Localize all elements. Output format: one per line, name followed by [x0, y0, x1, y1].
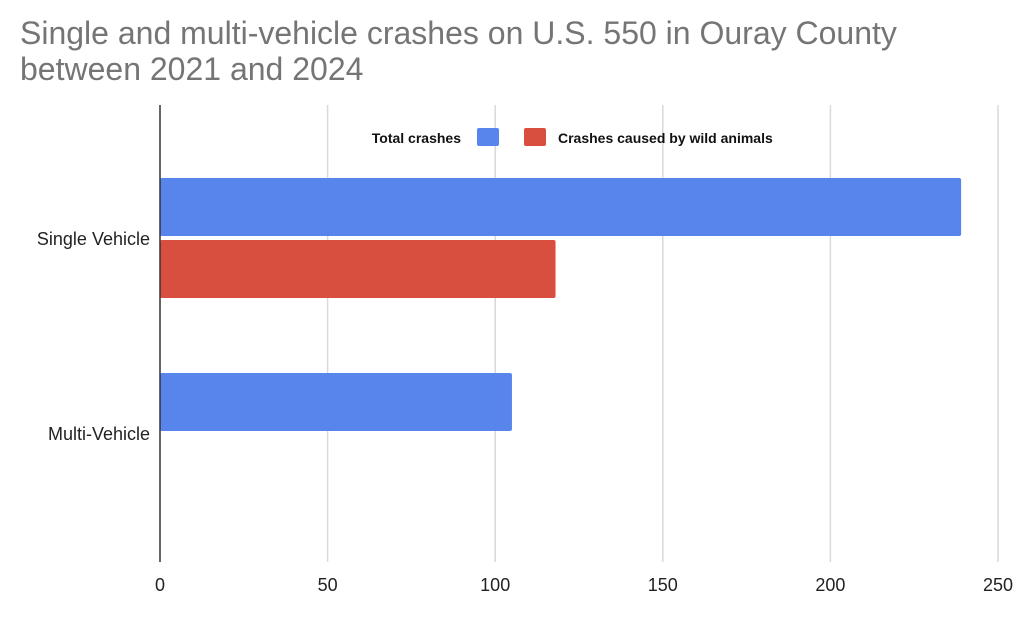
bar-multi-vehicle-series-0 [160, 373, 512, 431]
x-axis-tick-labels: 0 50 100 150 200 250 [155, 575, 1013, 595]
x-tick-label-50: 50 [318, 575, 338, 595]
x-tick-label-0: 0 [155, 575, 165, 595]
chart-title-line-1: Single and multi-vehicle crashes on U.S.… [20, 15, 897, 51]
bars [160, 178, 962, 431]
x-tick-label-250: 250 [983, 575, 1013, 595]
legend-label-total-crashes: Total crashes [372, 130, 461, 146]
bar-single-vehicle-series-0 [160, 178, 962, 236]
category-label-multi-vehicle: Multi-Vehicle [48, 424, 150, 444]
x-tick-label-100: 100 [480, 575, 510, 595]
x-tick-label-200: 200 [815, 575, 845, 595]
legend-swatch-wild-animals [524, 128, 546, 146]
legend-label-wild-animals: Crashes caused by wild animals [558, 130, 773, 146]
category-label-single-vehicle: Single Vehicle [37, 229, 150, 249]
legend: Total crashes Crashes caused by wild ani… [372, 128, 773, 146]
legend-swatch-total-crashes [477, 128, 499, 146]
x-tick-label-150: 150 [648, 575, 678, 595]
chart-title-line-2: between 2021 and 2024 [20, 51, 363, 87]
vertical-gridlines [326, 105, 999, 562]
bar-single-vehicle-series-1 [160, 240, 556, 298]
